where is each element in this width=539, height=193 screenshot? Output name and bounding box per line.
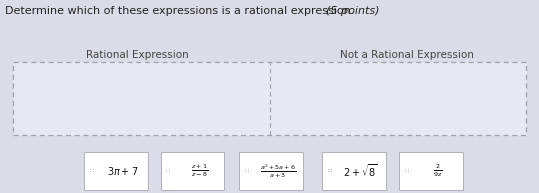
Text: Rational Expression: Rational Expression [86,50,189,60]
Text: ∷: ∷ [405,168,409,174]
FancyBboxPatch shape [322,152,386,190]
FancyBboxPatch shape [399,152,463,190]
Text: Determine which of these expressions is a rational expression.: Determine which of these expressions is … [5,6,362,16]
Text: $3\pi + 7$: $3\pi + 7$ [107,165,139,177]
Text: ∷: ∷ [245,168,249,174]
Text: ∷: ∷ [328,168,332,174]
Text: Not a Rational Expression: Not a Rational Expression [340,50,473,60]
FancyBboxPatch shape [161,152,224,190]
Text: $\frac{z+1}{z-8}$: $\frac{z+1}{z-8}$ [191,163,208,179]
FancyBboxPatch shape [13,62,526,135]
Text: $2 + \sqrt{8}$: $2 + \sqrt{8}$ [343,163,378,179]
Text: $\frac{2}{9z}$: $\frac{2}{9z}$ [433,163,443,179]
Text: ∷: ∷ [166,168,170,174]
Text: $\frac{a^2+5a+6}{a+3}$: $\frac{a^2+5a+6}{a+3}$ [260,162,296,180]
FancyBboxPatch shape [84,152,148,190]
Text: (5 points): (5 points) [326,6,379,16]
Text: ∷: ∷ [89,168,94,174]
FancyBboxPatch shape [239,152,303,190]
